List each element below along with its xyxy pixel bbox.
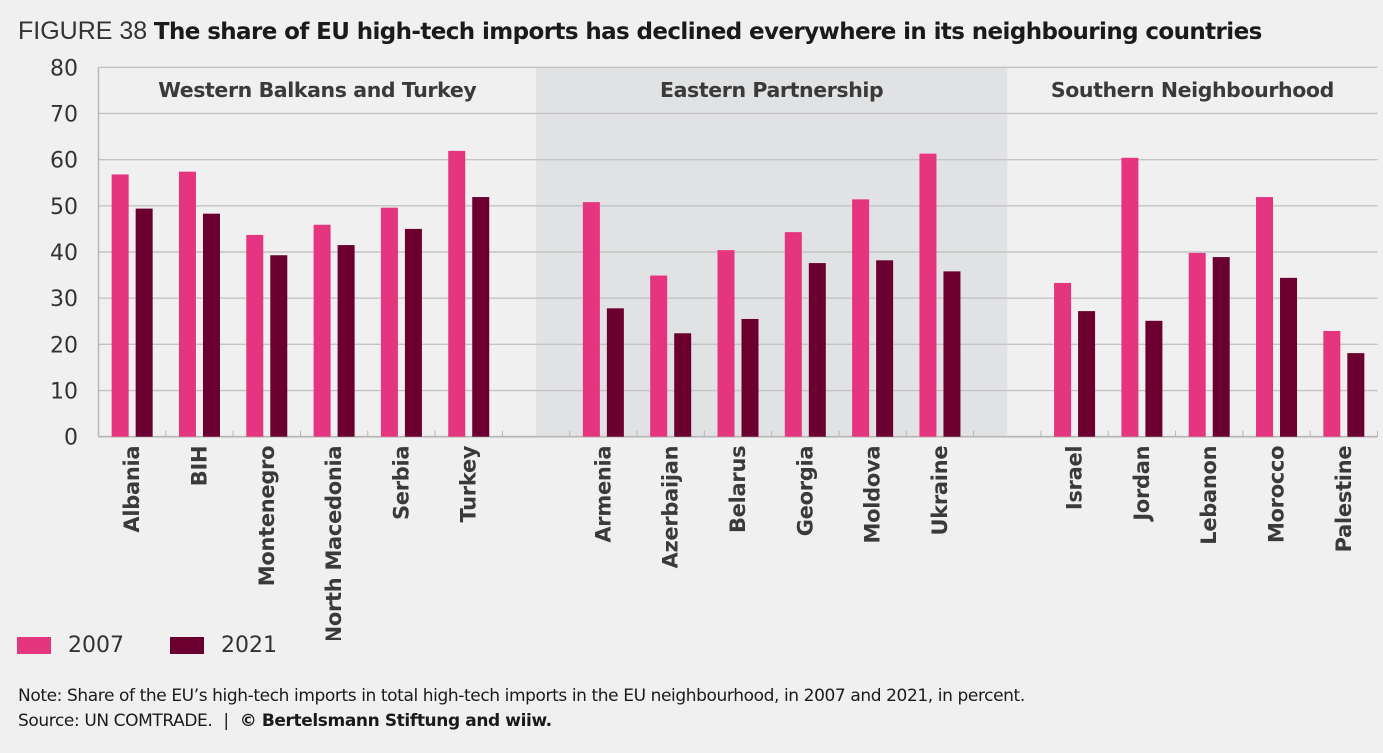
x-tick-label: Turkey [457,445,481,522]
legend-swatch-2007 [17,637,51,654]
x-tick-label: Albania [120,446,144,533]
group-label: Eastern Partnership [660,78,883,102]
bar-georgia-2021 [808,263,826,437]
bar-jordan-2007 [1121,157,1139,437]
bar-armenia-2007 [582,202,600,437]
bar-lebanon-2021 [1212,257,1230,437]
footer-copyright: © Bertelsmann Stiftung and wiiw. [239,711,552,731]
bar-bih-2007 [178,171,196,437]
legend: 2007 2021 [17,633,323,658]
bar-moldova-2021 [876,260,894,437]
bar-serbia-2021 [404,228,422,437]
x-tick-label: Georgia [793,446,817,537]
x-tick-label: Lebanon [1197,446,1221,545]
bar-azerbaijan-2021 [674,333,692,437]
footer: Note: Share of the EU’s high-tech import… [18,684,1025,734]
bar-chart: 0 10 20 30 40 50 60 70 80 Western Balkans and Tur… [50,56,1378,640]
x-tick-label: Serbia [389,446,413,520]
bar-palestine-2021 [1347,353,1365,437]
y-tick-label: 60 [50,149,78,174]
x-tick-label: Azerbaijan [659,446,683,569]
bar-north-macedonia-2021 [337,245,355,437]
bar-turkey-2007 [448,150,466,437]
x-tick-label: Moldova [861,446,885,544]
group-label: Southern Neighbourhood [1051,78,1334,102]
bar-morocco-2007 [1256,197,1274,437]
legend-label-2007: 2007 [68,633,124,658]
legend-label-2021: 2021 [221,633,277,658]
figure-heading: The share of EU high-tech imports has de… [153,19,1262,45]
bar-israel-2021 [1078,311,1096,437]
bar-azerbaijan-2007 [650,275,668,437]
x-tick-label: Armenia [591,446,615,543]
bar-georgia-2007 [784,232,802,437]
y-tick-label: 10 [50,380,78,405]
x-tick-label: Morocco [1265,446,1289,543]
bar-palestine-2007 [1323,330,1341,437]
y-tick-label: 80 [50,56,78,81]
legend-item-2021: 2021 [170,633,277,658]
figure-number: FIGURE 38 [18,17,148,45]
y-tick-label: 70 [50,102,78,127]
y-tick-label: 50 [50,195,78,220]
bar-serbia-2007 [380,207,398,437]
bar-belarus-2021 [741,318,759,437]
footer-note: Note: Share of the EU’s high-tech import… [18,686,1025,706]
y-tick-label: 0 [64,426,78,451]
x-tick-label: Montenegro [255,446,279,587]
y-tick-label: 20 [50,333,78,358]
bar-israel-2007 [1054,282,1072,437]
bar-montenegro-2021 [270,255,288,437]
bar-albania-2021 [135,208,153,437]
legend-swatch-2021 [170,637,204,654]
group-label: Western Balkans and Turkey [158,78,476,102]
legend-item-2007: 2007 [17,633,124,658]
bar-morocco-2021 [1280,277,1298,437]
bar-bih-2021 [202,213,220,437]
footer-source: Source: UN COMTRADE. [18,711,213,731]
x-tick-label: Palestine [1332,446,1356,553]
x-tick-label: BIH [187,446,211,487]
bar-ukraine-2007 [919,153,937,437]
x-tick-label: Israel [1063,446,1087,510]
footer-separator: | [223,711,229,731]
bar-moldova-2007 [852,199,870,437]
bar-ukraine-2021 [943,271,961,437]
bar-belarus-2007 [717,250,735,437]
bar-lebanon-2007 [1188,252,1206,437]
bar-jordan-2021 [1145,320,1163,437]
bar-armenia-2021 [606,308,624,437]
x-tick-label: Ukraine [928,446,952,536]
x-tick-label: North Macedonia [322,446,346,640]
y-tick-label: 40 [50,241,78,266]
bar-turkey-2021 [472,197,490,437]
y-tick-label: 30 [50,287,78,312]
bar-north-macedonia-2007 [313,224,331,437]
bar-montenegro-2007 [246,234,264,437]
x-tick-label: Belarus [726,446,750,533]
bar-albania-2007 [111,174,129,437]
footer-source-line: Source: UN COMTRADE. | © Bertelsmann Sti… [18,709,1025,734]
x-tick-label: Jordan [1130,446,1154,523]
figure-title: FIGURE 38 The share of EU high-tech impo… [18,17,1262,46]
